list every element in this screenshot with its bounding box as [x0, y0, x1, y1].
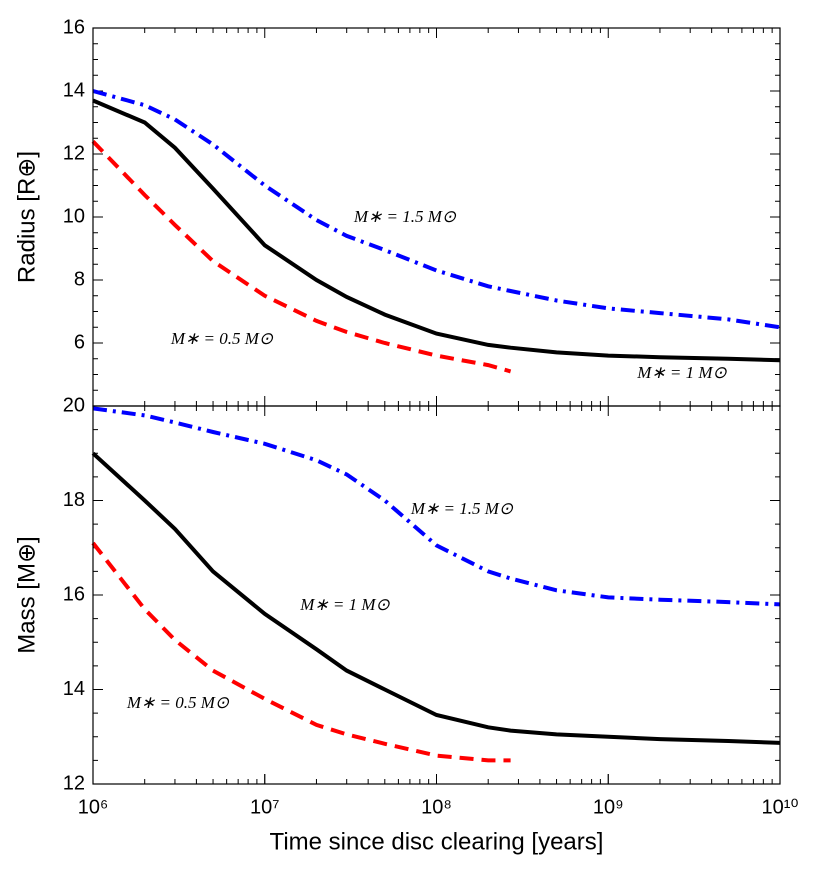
- line-series: [92, 98, 781, 363]
- series-label: M∗ = 1.5 M⊙: [353, 207, 457, 226]
- line-series: [91, 140, 512, 374]
- line-series: [92, 89, 781, 330]
- y-axis-label: Mass [M⊕]: [13, 536, 40, 653]
- series-label: M∗ = 1.5 M⊙: [410, 499, 514, 518]
- line-series: [92, 406, 781, 607]
- y-tick-label: 12: [63, 142, 85, 164]
- plot-frame: [92, 405, 781, 785]
- series-label: M∗ = 0.5 M⊙: [170, 329, 274, 348]
- y-tick-label: 12: [63, 772, 85, 794]
- line-series: [91, 451, 781, 745]
- series-label: M∗ = 1 M⊙: [299, 595, 390, 614]
- y-tick-label: 18: [63, 489, 85, 511]
- y-tick-label: 14: [63, 678, 85, 700]
- x-tick-label: 10⁶: [78, 796, 108, 818]
- y-axis-label: Radius [R⊕]: [13, 151, 40, 283]
- series-label: M∗ = 0.5 M⊙: [126, 693, 230, 712]
- x-tick-label: 10⁷: [250, 796, 279, 818]
- x-tick-label: 10⁸: [421, 796, 452, 818]
- y-tick-label: 14: [63, 79, 85, 101]
- line-series: [91, 541, 511, 763]
- x-tick-label: 10¹⁰: [762, 796, 799, 818]
- series-label: M∗ = 1 M⊙: [636, 363, 727, 382]
- y-tick-label: 8: [74, 268, 85, 290]
- y-tick-label: 20: [63, 394, 85, 416]
- y-tick-label: 16: [63, 583, 85, 605]
- x-tick-label: 10⁹: [593, 796, 624, 818]
- x-axis-label: Time since disc clearing [years]: [270, 828, 604, 855]
- y-tick-label: 10: [63, 205, 85, 227]
- y-tick-label: 16: [63, 16, 85, 38]
- y-tick-label: 6: [74, 331, 85, 353]
